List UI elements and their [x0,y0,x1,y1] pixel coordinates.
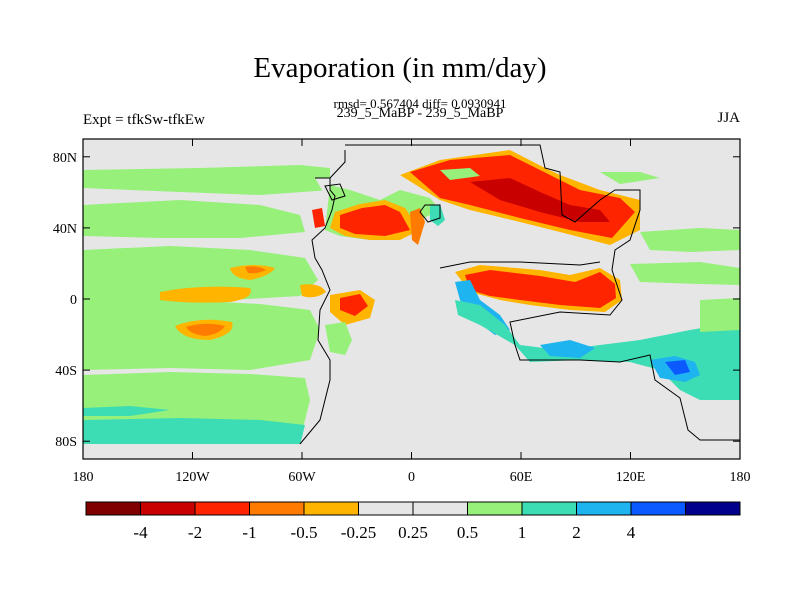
colorbar-label: 0.5 [457,523,478,542]
colorbar-label: 4 [627,523,636,542]
colorbar-swatch [140,501,196,516]
colorbar-label: 1 [518,523,527,542]
colorbar-swatch [521,501,577,516]
longitude-axis: 180 120W 60W 0 60E 120E 180 [73,139,751,485]
colorbar-label: -2 [188,523,202,542]
colorbar-swatch [467,501,523,516]
lat-label: 0 [70,293,77,308]
colorbar: -4 -2 -1 -0.5 -0.25 0.25 0.5 1 2 4 [85,501,741,542]
colorbar-swatch [249,501,305,516]
lon-label: 60W [288,470,316,485]
lat-label: 40N [53,222,77,237]
map-title: Evaporation (in mm/day) [253,52,547,84]
lat-label: 80N [53,151,77,166]
colorbar-label: 0.25 [398,523,428,542]
colorbar-label: -0.25 [341,523,376,542]
colorbar-label: -4 [133,523,148,542]
colorbar-swatch [576,501,632,516]
coastlines [299,144,740,445]
lat-label: 40S [55,364,77,379]
colorbar-swatch [358,501,414,516]
lat-label: 80S [55,435,77,450]
colorbar-swatch [685,501,741,516]
pacific-field [83,165,330,446]
colorbar-label: 2 [572,523,581,542]
colorbar-label: -1 [242,523,256,542]
lon-label: 60E [510,470,533,485]
stats-text: rmsd= 0.567404 diff= 0.0930941 [333,96,507,111]
colorbar-swatch [194,501,250,516]
colorbar-swatch [85,501,141,516]
colorbar-swatch [412,501,468,516]
colorbar-label: -0.5 [291,523,318,542]
eastern-field [312,150,740,400]
lon-label: 0 [408,470,415,485]
latitude-axis: 80N 40N 0 40S 80S [53,151,740,450]
map-field [83,139,740,459]
lon-label: 120W [175,470,210,485]
subtitle-left: Expt = tfkSw-tfkEw [83,112,205,128]
lon-label: 180 [73,470,94,485]
lon-label: 180 [730,470,751,485]
lon-label: 120E [616,470,646,485]
subtitle-right: JJA [717,110,740,126]
subtitle-center: 239_5_MaBP - 239_5_MaBP [336,106,504,121]
colorbar-swatch [630,501,686,516]
colorbar-swatch [303,501,359,516]
